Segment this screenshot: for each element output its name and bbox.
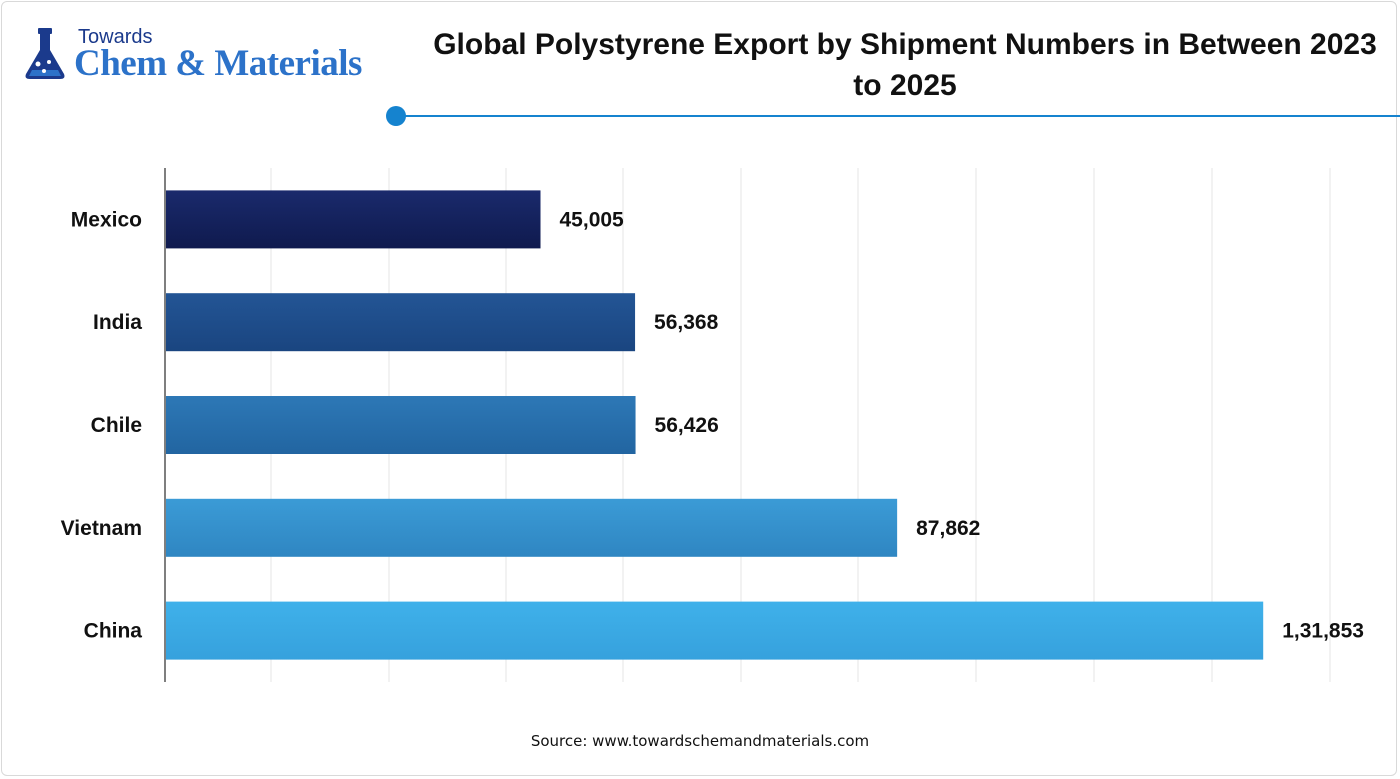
category-label-vietnam: Vietnam	[61, 517, 142, 540]
brand-main-text: Chem & Materials	[74, 43, 362, 84]
labels: Mexico 45,005 India 56,368 Chile 56,426 Vietna…	[61, 208, 1364, 642]
category-label-india: India	[93, 311, 142, 334]
value-label-india: 56,368	[654, 311, 719, 334]
brand-logo: Towards Chem & Materials	[22, 24, 382, 84]
bar-india	[166, 293, 636, 352]
bar-china	[166, 601, 1264, 660]
bar-chile	[166, 396, 636, 454]
flask-icon	[25, 28, 65, 79]
brand-top-text: Towards	[78, 26, 153, 48]
title-accent-line	[396, 115, 1400, 117]
category-label-china: China	[84, 620, 143, 643]
value-label-vietnam: 87,862	[916, 517, 980, 540]
bar-mexico	[166, 190, 541, 249]
chart-title: Global Polystyrene Export by Shipment Nu…	[433, 28, 1377, 102]
category-label-mexico: Mexico	[71, 208, 142, 231]
bar-vietnam	[166, 498, 898, 557]
category-label-chile: Chile	[91, 414, 142, 437]
bars	[166, 190, 1264, 660]
source-text: Source: www.towardschemandmaterials.com	[530, 732, 870, 750]
value-label-china: 1,31,853	[1282, 620, 1364, 643]
value-label-mexico: 45,005	[560, 208, 625, 231]
value-label-chile: 56,426	[655, 414, 719, 437]
